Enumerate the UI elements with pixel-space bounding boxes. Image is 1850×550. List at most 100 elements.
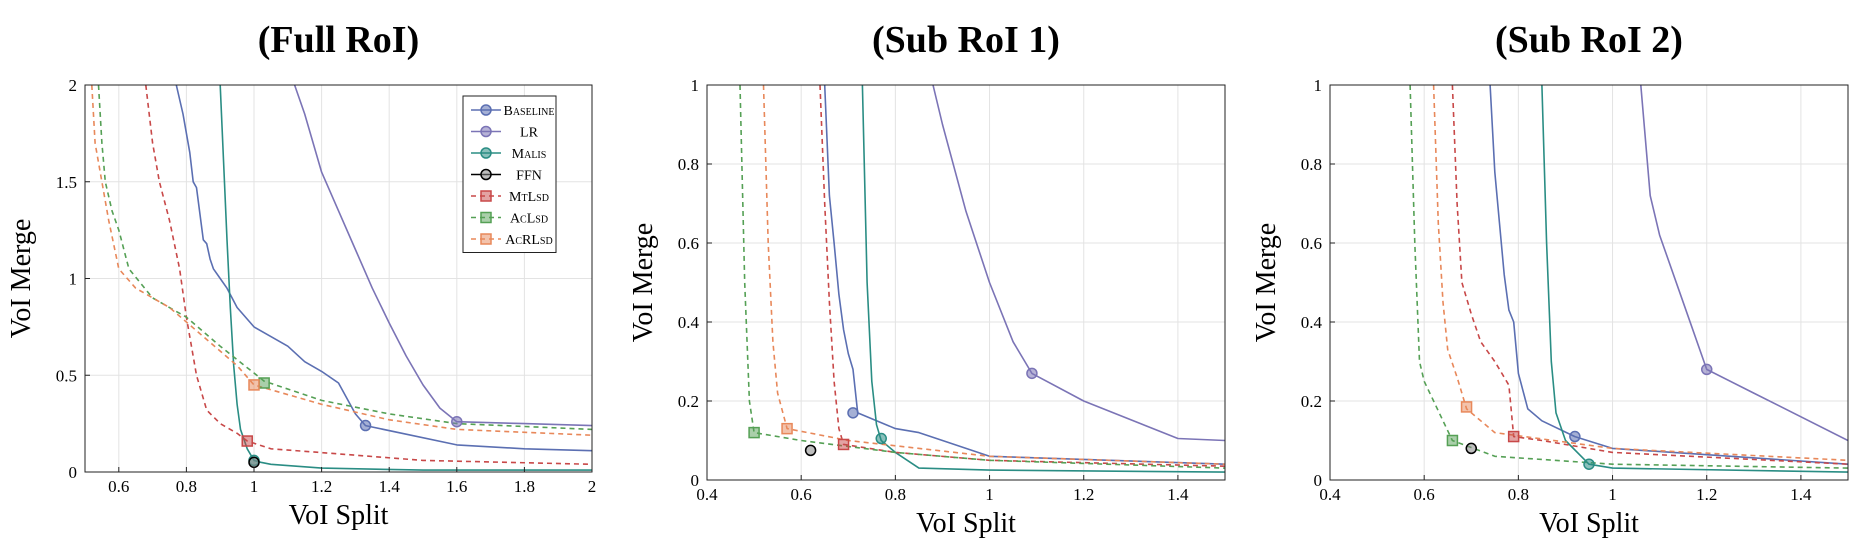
plot-frame xyxy=(706,84,1226,481)
legend-marker-mtlsd xyxy=(480,190,492,202)
y-axis-label: VoI Merge xyxy=(628,223,659,343)
series-line-mtlsd xyxy=(145,85,592,466)
marker-lr xyxy=(1700,363,1713,376)
y-tick-label: 1 xyxy=(1314,76,1323,95)
x-axis-label: VoI Split xyxy=(1539,508,1639,539)
series-line-mtlsd xyxy=(1451,85,1848,465)
chart-panel-2: (Sub RoI 1) 0.4 0.6 0.8 1 1.2 1.4 0 0.2 0.4 0.6 0.8… xyxy=(628,19,1226,539)
x-tick-label: 1.2 xyxy=(1073,485,1094,504)
y-tick-label: 0.2 xyxy=(1301,392,1322,411)
x-tick-label: 0.4 xyxy=(1319,485,1341,504)
marker-mtlsd xyxy=(241,435,253,447)
marker-malis xyxy=(875,432,887,445)
legend-label-ffn: FFN xyxy=(516,169,542,184)
x-tick-label: 1 xyxy=(250,477,259,496)
y-tick-label: 0.4 xyxy=(678,313,700,332)
chart-title: (Full RoI) xyxy=(258,19,420,61)
chart-title: (Sub RoI 1) xyxy=(872,19,1060,61)
x-tick-label: 1.6 xyxy=(446,477,467,496)
series-line-aclsd xyxy=(739,85,1225,469)
x-tick-label: 0.6 xyxy=(791,485,812,504)
marker-malis xyxy=(1583,458,1595,470)
legend-label-acrlsd: AcRLsd xyxy=(505,233,552,248)
y-axis-label: VoI Merge xyxy=(6,219,37,339)
x-tick-label: 1.4 xyxy=(379,477,401,496)
marker-baseline xyxy=(847,407,859,419)
legend-marker-acrlsd xyxy=(480,233,492,245)
y-tick-label: 0 xyxy=(1314,471,1323,490)
series-line-acrlsd xyxy=(762,85,1225,465)
y-tick-label: 0.6 xyxy=(1301,234,1322,253)
x-tick-label: 0.4 xyxy=(696,485,718,504)
series-line-acrlsd xyxy=(1432,85,1848,462)
x-tick-label: 2 xyxy=(588,477,597,496)
series-line-acrlsd xyxy=(91,85,592,436)
x-tick-label: 0.8 xyxy=(1508,485,1529,504)
chart-title: (Sub RoI 2) xyxy=(1495,19,1683,61)
chart-panel-3: (Sub RoI 2) 0.4 0.6 0.8 1 1.2 1.4 0 0.2 0.4 0.6 0.8… xyxy=(1251,19,1849,539)
x-tick-label: 0.8 xyxy=(176,477,197,496)
x-axis-label: VoI Split xyxy=(916,508,1016,539)
series-group xyxy=(739,85,1225,473)
marker-lr xyxy=(1026,367,1038,380)
plot-frame xyxy=(1329,84,1849,481)
marker-mtlsd xyxy=(1507,430,1520,443)
legend-label-malis: Malis xyxy=(512,147,547,162)
marker-baseline xyxy=(1569,430,1581,443)
x-tick-label: 1.8 xyxy=(514,477,535,496)
x-tick-label: 1.4 xyxy=(1790,485,1812,504)
marker-mtlsd xyxy=(837,438,850,451)
y-tick-label: 1 xyxy=(69,270,78,289)
x-tick-label: 1.2 xyxy=(1696,485,1717,504)
marker-acrlsd xyxy=(248,379,260,391)
series-line-malis xyxy=(1541,85,1848,473)
series-line-lr xyxy=(1640,85,1848,442)
y-tick-label: 1 xyxy=(691,76,700,95)
series-line-lr xyxy=(932,85,1225,442)
legend-marker-lr xyxy=(480,125,492,138)
x-axis-label: VoI Split xyxy=(289,500,389,531)
y-axis-label: VoI Merge xyxy=(1251,223,1282,343)
y-tick-label: 0.4 xyxy=(1301,313,1323,332)
legend-label-mtlsd: MtLsd xyxy=(509,190,549,205)
legend: Baseline LR Malis FFN MtLsd AcLsd AcRLsd xyxy=(462,95,557,253)
x-tick-label: 0.8 xyxy=(885,485,906,504)
y-tick-label: 2 xyxy=(69,76,78,95)
marker-acrlsd xyxy=(1460,401,1473,413)
marker-aclsd xyxy=(748,426,760,439)
marker-ffn xyxy=(804,444,817,457)
x-tick-label: 0.6 xyxy=(108,477,129,496)
series-line-baseline xyxy=(1489,85,1848,465)
y-tick-label: 0.6 xyxy=(678,234,699,253)
x-tick-label: 1 xyxy=(985,485,994,504)
legend-label-lr: LR xyxy=(520,126,539,141)
marker-aclsd xyxy=(1446,434,1459,447)
series-line-baseline xyxy=(175,85,592,452)
marker-ffn xyxy=(248,456,260,469)
marker-acrlsd xyxy=(781,422,793,435)
y-tick-label: 0.2 xyxy=(678,392,699,411)
y-tick-label: 1.5 xyxy=(56,173,77,192)
legend-marker-baseline xyxy=(480,104,492,116)
marker-ffn xyxy=(1465,442,1478,455)
y-tick-label: 0 xyxy=(69,463,78,482)
series-group xyxy=(1409,85,1848,473)
x-tick-label: 1.4 xyxy=(1167,485,1189,504)
x-tick-label: 1 xyxy=(1608,485,1617,504)
series-line-malis xyxy=(861,85,1225,473)
legend-marker-malis xyxy=(480,147,492,159)
series-line-aclsd xyxy=(1409,85,1848,469)
x-tick-label: 0.6 xyxy=(1414,485,1435,504)
legend-label-baseline: Baseline xyxy=(504,104,555,119)
x-tick-label: 1.2 xyxy=(311,477,332,496)
marker-lr xyxy=(451,415,463,428)
y-tick-label: 0.5 xyxy=(56,366,77,385)
series-line-mtlsd xyxy=(819,85,1225,467)
marker-baseline xyxy=(359,419,372,432)
series-line-aclsd xyxy=(97,85,592,431)
legend-marker-ffn xyxy=(480,168,492,181)
chart-panel-1: (Full RoI) 0.6 0.8 1 1.2 1.4 1.6 1.8 2 0 0.5 1 1.5 2 V… xyxy=(6,19,596,531)
y-tick-label: 0.8 xyxy=(1301,155,1322,174)
series-line-baseline xyxy=(823,85,1225,465)
